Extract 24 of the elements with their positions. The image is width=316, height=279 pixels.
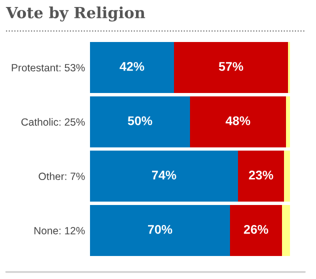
bar xyxy=(174,42,288,94)
bar xyxy=(286,96,290,148)
bar xyxy=(284,150,290,202)
y-tick-label: Catholic: 25% xyxy=(21,118,85,126)
data-label: 48% xyxy=(226,116,250,126)
data-label: 23% xyxy=(248,170,274,180)
y-tick-label: None: 12% xyxy=(34,226,85,234)
bar xyxy=(238,150,284,202)
bar xyxy=(90,96,190,148)
bar xyxy=(282,204,290,256)
data-label: 70% xyxy=(148,224,172,234)
data-label: 50% xyxy=(128,116,152,126)
data-label: 74% xyxy=(152,170,176,180)
y-tick-label: Protestant: 53% xyxy=(12,64,85,72)
data-label: 42% xyxy=(120,62,144,71)
y-tick-label: Other: 7% xyxy=(38,172,85,180)
bar xyxy=(190,96,286,148)
bar xyxy=(90,204,230,256)
bar xyxy=(90,42,174,94)
bar xyxy=(90,150,238,202)
chart-title: Vote by Religion xyxy=(6,6,146,22)
data-label: 57% xyxy=(218,62,244,71)
bar xyxy=(230,204,282,256)
data-label: 26% xyxy=(244,224,268,234)
